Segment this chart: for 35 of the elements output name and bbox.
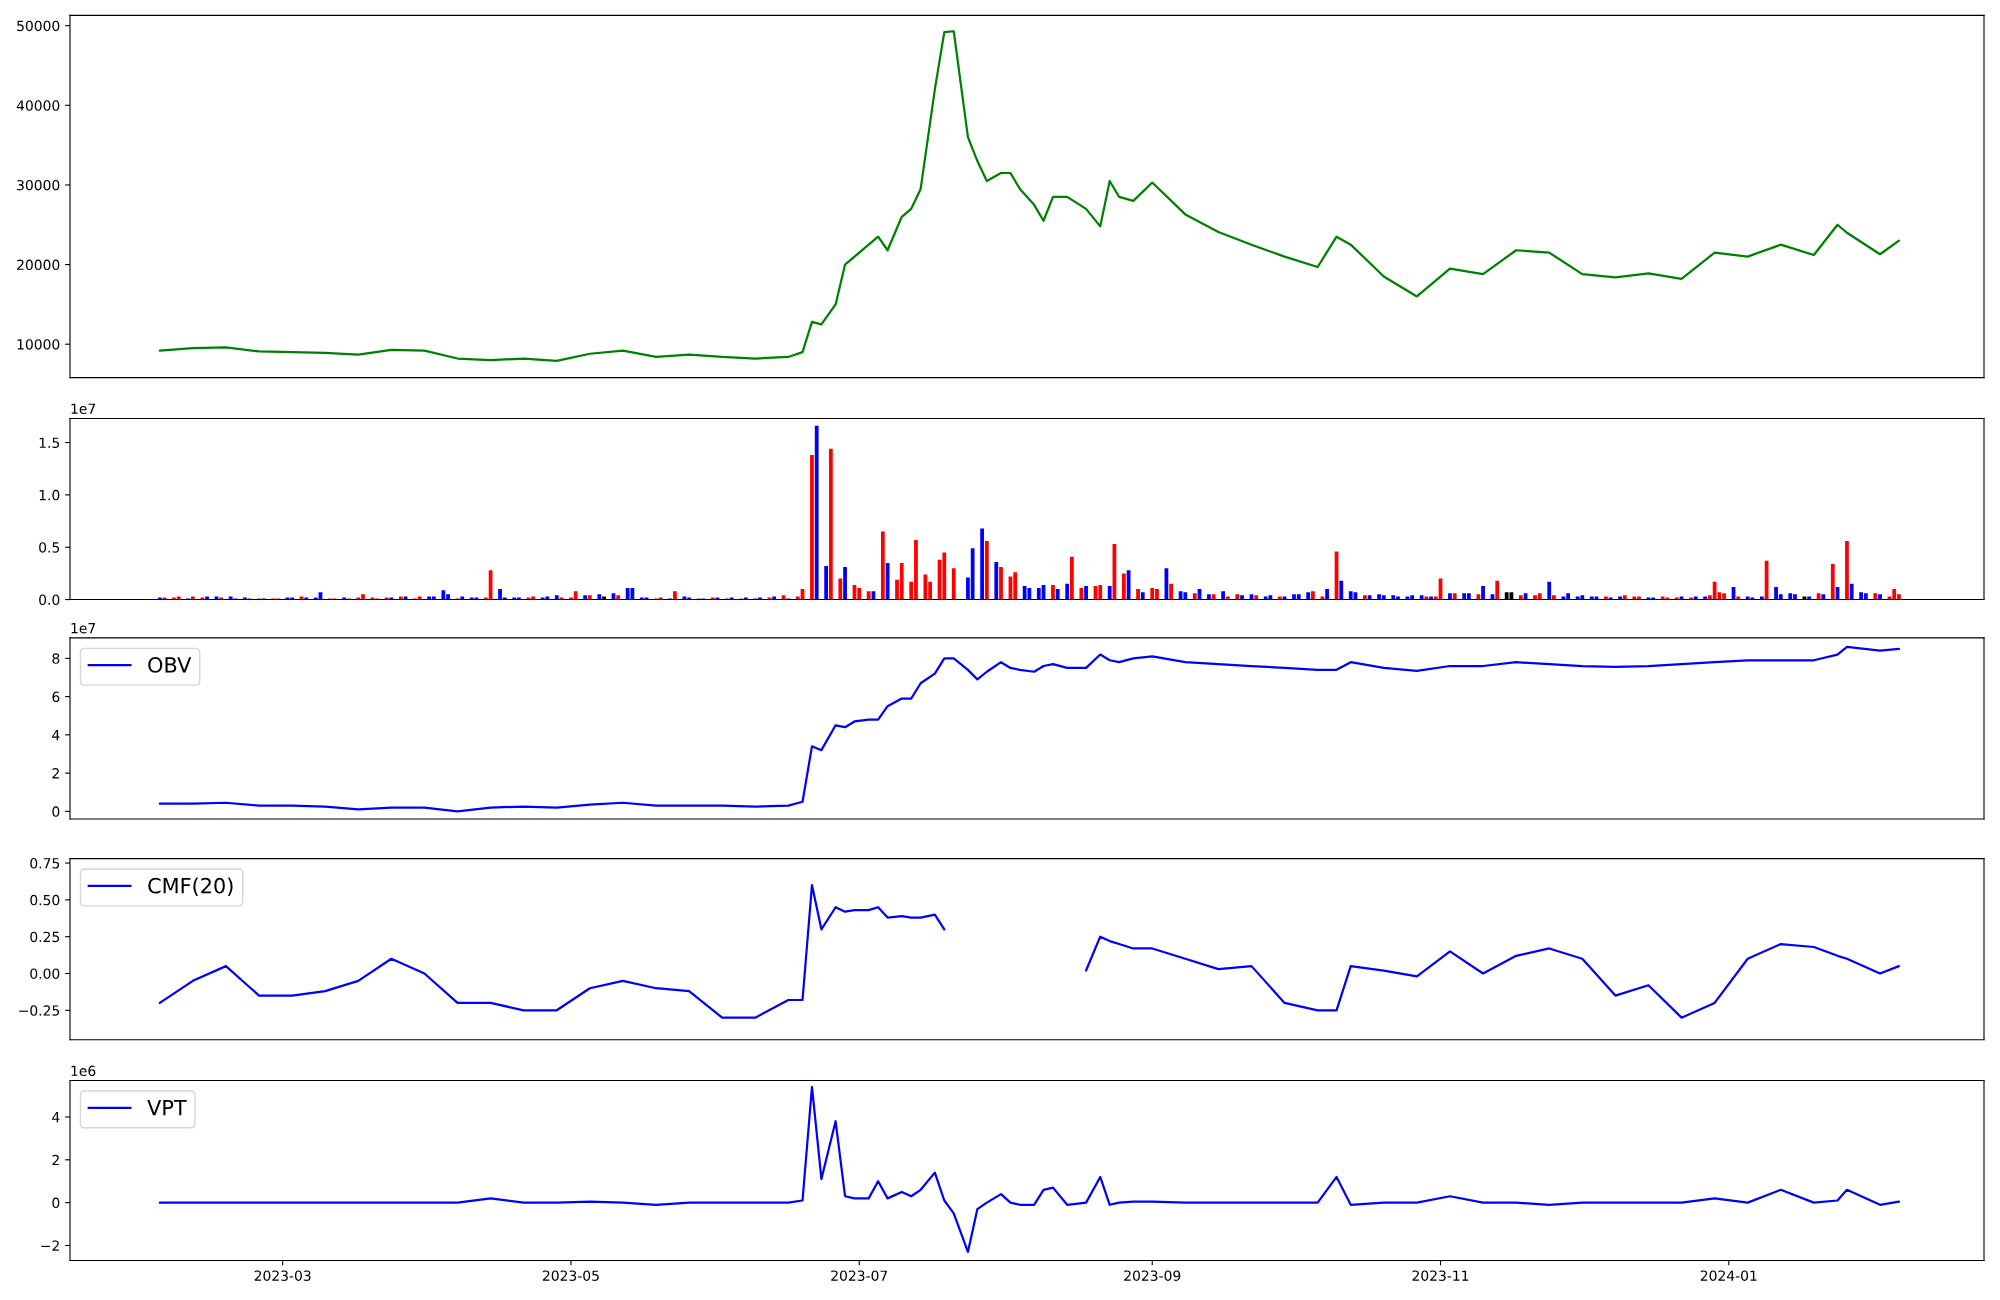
x-tick-label: 2023-03 [254,1270,311,1281]
x-tick-label: 2023-09 [1124,1270,1181,1281]
legend-label: VPT [147,1099,187,1116]
y-tick-label: 4 [52,1112,60,1123]
x-tick-label: 2023-11 [1412,1270,1469,1281]
legend-label: CMF(20) [148,877,233,896]
y-tick-label: 50000 [17,20,60,32]
y-tick-label: 2 [52,1154,59,1166]
x-tick-label: 2024-01 [1700,1270,1757,1281]
y-tick-label: 0.75 [30,858,60,869]
y-tick-label: 30000 [17,179,60,191]
x-tick-label: 2023-07 [831,1270,888,1281]
y-tick-label: 10000 [17,339,60,350]
y-tick-label: 0.50 [30,894,60,906]
y-tick-label: 6 [52,691,60,703]
y-tick-label: 0.25 [30,931,60,943]
legend-label: OBV [148,657,192,673]
text: 1e7 [71,623,96,634]
y-tick-label: 4 [52,730,60,741]
x-tick-label: 2023-05 [542,1270,599,1281]
y-tick-label: 20000 [17,259,60,271]
y-tick-label: 0.00 [30,968,60,979]
text: 1e6 [71,1065,96,1077]
y-tick-label: 8 [52,653,60,664]
y-tick-label: 2 [52,768,59,779]
y-tick-label: 0 [52,1197,60,1209]
y-tick-label: 0.5 [39,542,60,553]
y-tick-label: 0 [52,806,60,817]
y-tick-label: 40000 [16,100,60,111]
y-tick-label: 1.0 [39,489,60,501]
y-tick-label: 1.5 [39,437,60,449]
y-tick-label: −2 [41,1240,59,1251]
y-tick-label: −0.25 [19,1005,60,1016]
y-tick-label: 0.0 [39,594,60,606]
text: 1e7 [71,403,96,414]
